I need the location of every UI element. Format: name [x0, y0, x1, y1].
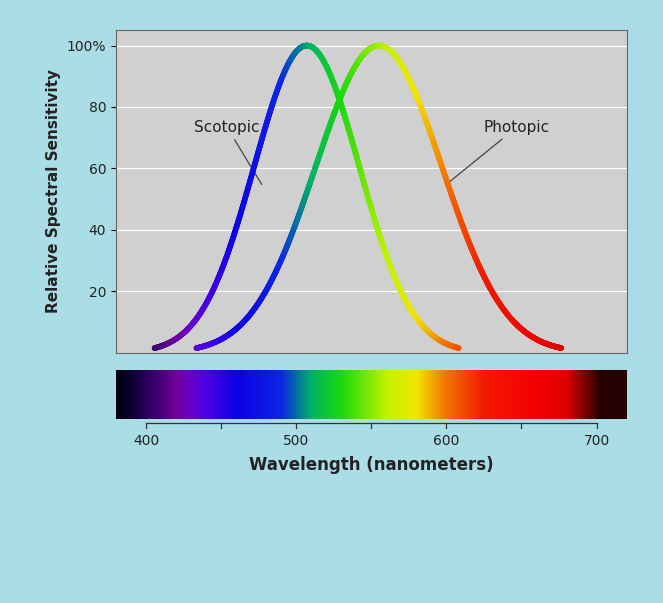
Text: Wavelength (nanometers): Wavelength (nanometers) [249, 456, 493, 474]
Text: Photopic: Photopic [446, 119, 550, 185]
Text: 400: 400 [133, 435, 159, 449]
Text: 600: 600 [433, 435, 459, 449]
Text: 700: 700 [583, 435, 610, 449]
Text: 500: 500 [283, 435, 310, 449]
Text: Scotopic: Scotopic [194, 119, 262, 185]
Y-axis label: Relative Spectral Sensitivity: Relative Spectral Sensitivity [46, 69, 61, 314]
